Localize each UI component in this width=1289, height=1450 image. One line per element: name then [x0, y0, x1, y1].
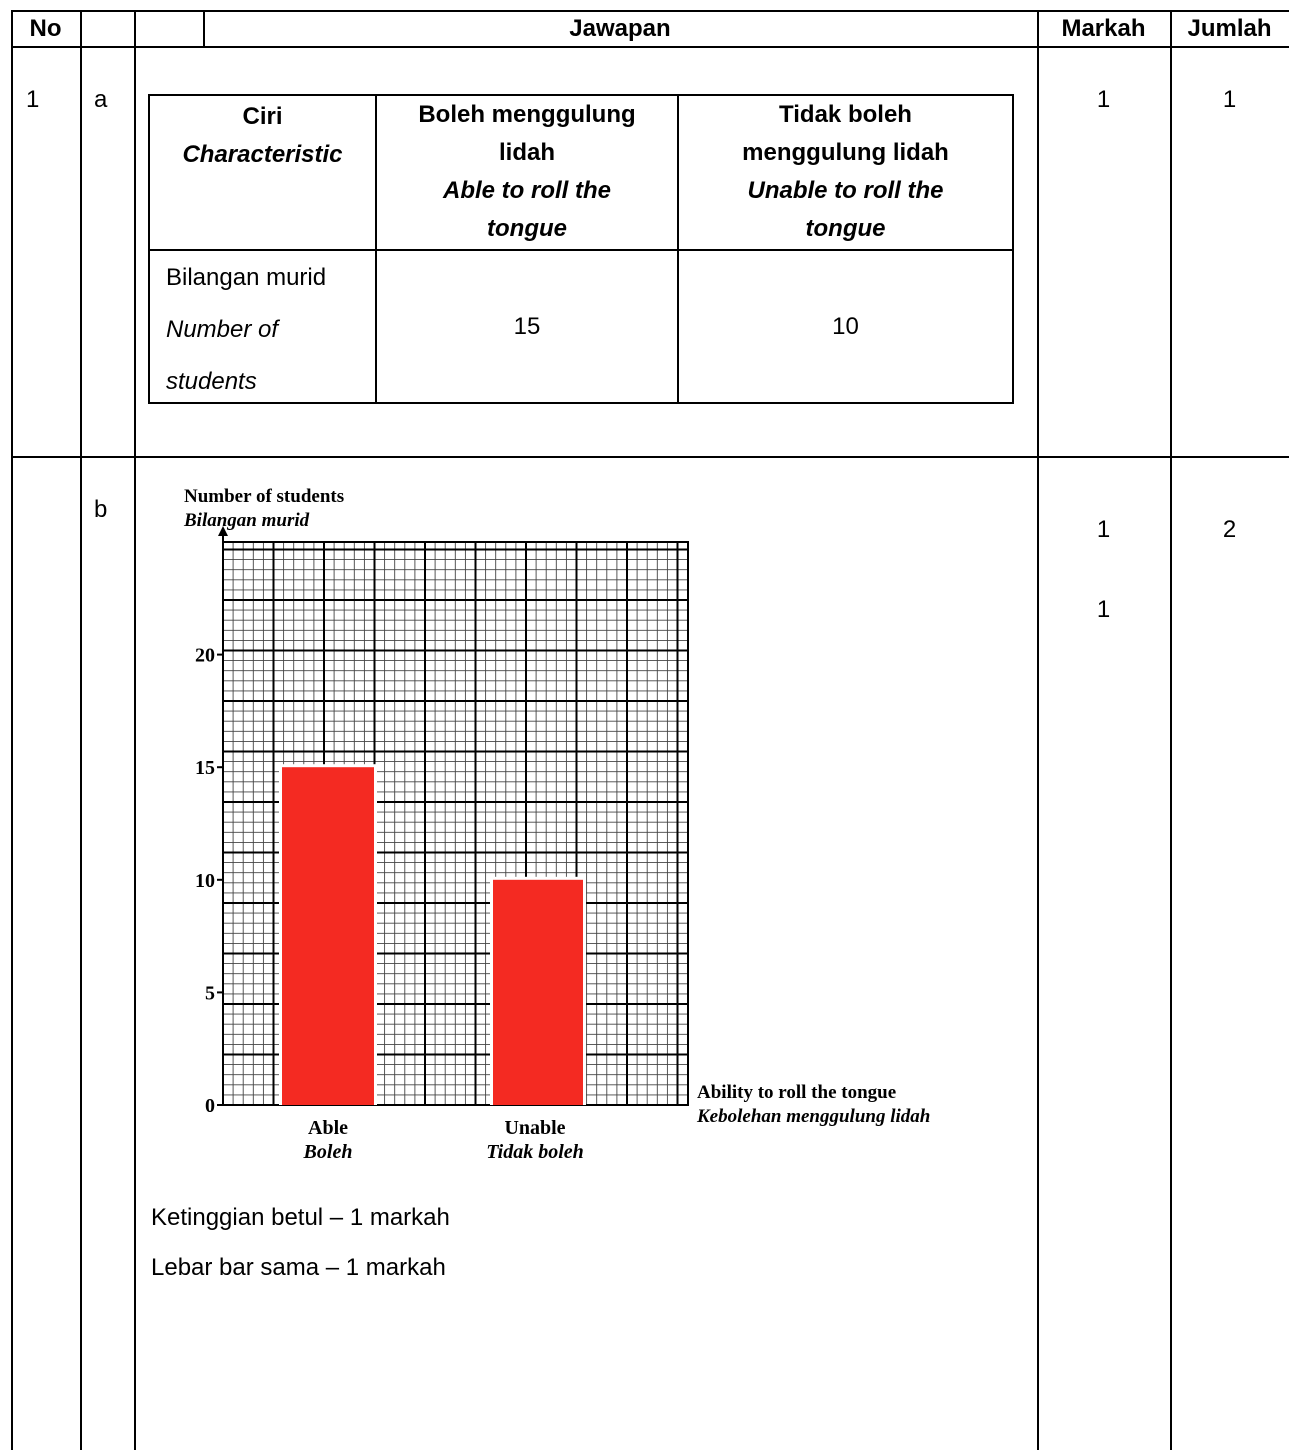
header-markah: Markah	[1061, 15, 1146, 42]
y-tick-label: 20	[195, 645, 215, 667]
col-head-en: Able to roll the	[443, 177, 611, 204]
inner-bottom-border	[148, 402, 1014, 404]
bar-chart: 0 5 10 15 20 Number of students Bilangan murid…	[183, 486, 930, 1163]
header-sub-border	[203, 10, 205, 47]
marking-note-1: Ketinggian betul – 1 markah	[151, 1204, 450, 1231]
col-border-1	[80, 10, 82, 1450]
y-axis-title: Number of students	[184, 486, 344, 507]
col-head-en: tongue	[487, 215, 567, 242]
row-number: 1	[26, 86, 40, 113]
markah-a: 1	[1096, 86, 1111, 113]
col-head-en: tongue	[805, 215, 886, 242]
col-border-4	[1170, 10, 1172, 1450]
y-tick-label: 5	[205, 982, 215, 1004]
header-bottom-border	[11, 46, 1289, 48]
value-unable: 10	[832, 313, 859, 340]
markah-b-2: 1	[1096, 596, 1111, 623]
x-category-label: Able	[308, 1117, 348, 1139]
col-head-unable: Tidak boleh menggulung lidah Unable to r…	[679, 96, 1012, 248]
inner-col-0	[148, 94, 150, 404]
x-category-label-bm: Tidak boleh	[486, 1141, 584, 1163]
y-axis-arrow-icon	[218, 526, 228, 536]
y-tick-label: 15	[195, 757, 215, 779]
inner-mid-border	[148, 249, 1014, 251]
x-axis-title: Ability to roll the tongue	[697, 1082, 896, 1103]
x-axis-title-bm: Kebolehan menggulung lidah	[696, 1106, 930, 1127]
col-border-0	[11, 10, 13, 1450]
table-top-border	[11, 10, 1289, 12]
col-border-2	[134, 10, 136, 1450]
col-head-en: Characteristic	[182, 141, 343, 168]
col-head-bm: Boleh menggulung	[418, 101, 636, 128]
markah-b-1: 1	[1096, 516, 1111, 543]
value-able: 15	[513, 313, 541, 340]
header-jumlah: Jumlah	[1187, 15, 1272, 42]
row-label-bm: Bilangan murid	[166, 264, 327, 291]
col-border-3	[1037, 10, 1039, 1450]
row-label-en: Number of	[166, 316, 279, 343]
jumlah-a: 1	[1222, 86, 1237, 113]
chart-ticks	[217, 526, 228, 1106]
part-label-b: b	[94, 496, 108, 523]
row-divider	[11, 456, 1289, 458]
chart-labels: 0 5 10 15 20 Number of students Bilangan murid…	[183, 486, 930, 1163]
chart-bars	[279, 764, 586, 1105]
bar-able	[282, 767, 374, 1105]
part-label-a: a	[94, 86, 108, 113]
header-jawapan: Jawapan	[569, 15, 671, 42]
marking-note-2: Lebar bar sama – 1 markah	[151, 1254, 446, 1281]
row-label-students: Bilangan murid Number of students	[166, 252, 326, 408]
col-head-bm: Ciri	[242, 103, 283, 130]
y-tick-label: 0	[205, 1095, 215, 1117]
x-category-label-bm: Boleh	[303, 1141, 353, 1163]
col-head-characteristic: Ciri Characteristic	[150, 98, 375, 174]
x-category-label: Unable	[504, 1117, 565, 1139]
y-axis-title-bm: Bilangan murid	[183, 510, 310, 531]
col-head-bm: lidah	[498, 139, 555, 166]
inner-col-2	[677, 94, 679, 404]
inner-col-3	[1012, 94, 1014, 404]
jumlah-b: 2	[1222, 516, 1237, 543]
row-label-en: students	[166, 368, 257, 395]
inner-top-border	[148, 94, 1014, 96]
bar-unable	[493, 879, 583, 1105]
col-head-bm: menggulung lidah	[742, 139, 949, 166]
col-head-en: Unable to roll the	[747, 177, 944, 204]
col-head-bm: Tidak boleh	[779, 101, 912, 128]
col-head-able: Boleh menggulung lidah Able to roll the …	[377, 96, 677, 248]
header-no: No	[29, 15, 62, 42]
inner-col-1	[375, 94, 377, 404]
y-tick-label: 10	[195, 870, 215, 892]
plot-border	[222, 541, 689, 1106]
